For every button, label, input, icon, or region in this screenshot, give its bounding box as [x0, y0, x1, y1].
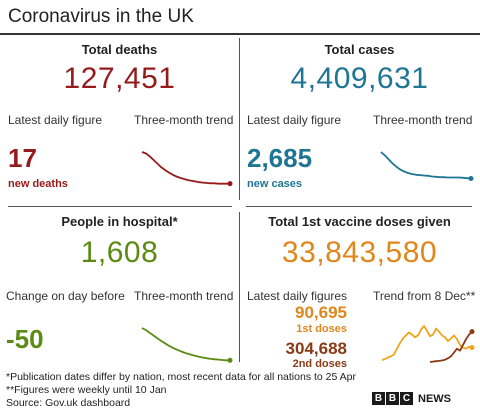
- cases-daily-label: Latest daily figure: [247, 113, 342, 127]
- cases-trend-end-point: [468, 176, 474, 182]
- title-divider: [0, 33, 480, 35]
- divider-vertical-bottom: [239, 212, 240, 362]
- divider-horizontal-right: [246, 206, 472, 207]
- cases-total: 4,409,631: [290, 62, 429, 95]
- bbc-news-wordmark: NEWS: [418, 392, 451, 405]
- deaths-daily-caption: new deaths: [8, 178, 68, 190]
- cases-daily-value: 2,685: [247, 143, 313, 173]
- hospital-heading: People in hospital*: [61, 214, 178, 229]
- vaccine-second-doses: 304,688: [285, 339, 347, 358]
- bbc-logo-letter: B: [372, 392, 385, 405]
- cases-trend-label: Three-month trend: [373, 113, 473, 127]
- footnote-publication: *Publication dates differ by nation, mos…: [6, 371, 357, 383]
- vaccine-trend-label: Trend from 8 Dec**: [373, 289, 476, 303]
- deaths-trend-chart: [141, 151, 233, 187]
- deaths-total: 127,451: [63, 62, 176, 95]
- vaccine-first-doses: 90,695: [295, 303, 347, 322]
- deaths-trend-end-point: [227, 181, 233, 187]
- vaccine-first-caption: 1st doses: [296, 323, 347, 335]
- bbc-logo-letter: B: [386, 392, 399, 405]
- deaths-heading: Total deaths: [81, 42, 158, 57]
- hospital-trend-label: Three-month trend: [134, 289, 234, 303]
- vaccine-second-caption: 2nd doses: [292, 358, 347, 370]
- bbc-news-logo: B B C NEWS: [372, 392, 451, 405]
- vaccine-total: 33,843,580: [281, 236, 438, 269]
- vaccine-daily-label: Latest daily figures: [247, 289, 348, 303]
- divider-horizontal-left: [8, 206, 232, 207]
- cases-heading: Total cases: [324, 42, 395, 57]
- source-note: Source: Gov.uk dashboard: [6, 397, 131, 409]
- cases-trend-chart: [380, 151, 474, 182]
- vaccine-heading: Total 1st vaccine doses given: [268, 214, 451, 229]
- footnote-weekly: **Figures were weekly until 10 Jan: [6, 384, 167, 396]
- bbc-logo-letter: C: [400, 392, 413, 405]
- vaccine-first-trend-end-point: [469, 345, 475, 351]
- hospital-total: 1,608: [80, 236, 159, 269]
- hospital-trend-end-point: [227, 357, 233, 363]
- hospital-trend-chart: [141, 327, 233, 363]
- deaths-trend-label: Three-month trend: [134, 113, 234, 127]
- vaccine-second-trend-end-point: [469, 329, 475, 335]
- hospital-daily-label: Change on day before: [6, 289, 125, 303]
- deaths-daily-value: 17: [8, 143, 37, 173]
- cases-daily-caption: new cases: [247, 178, 303, 190]
- deaths-daily-label: Latest daily figure: [8, 113, 103, 127]
- hospital-daily-value: -50: [6, 324, 44, 354]
- hospital-trend-line: [141, 327, 230, 362]
- page-title: Coronavirus in the UK: [8, 6, 194, 27]
- divider-vertical-top: [239, 38, 240, 200]
- deaths-trend-line: [141, 151, 230, 185]
- cases-trend-line: [380, 151, 472, 180]
- vaccine-second-trend-line: [429, 330, 473, 363]
- vaccine-trend-chart: [381, 325, 475, 363]
- vaccine-first-trend-line: [381, 325, 473, 361]
